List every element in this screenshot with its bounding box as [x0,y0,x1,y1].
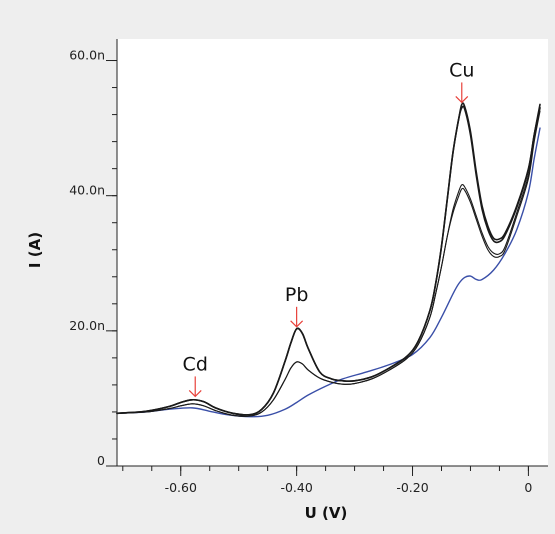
series-group [116,102,541,418]
x-tick-label: -0.60 [165,480,197,495]
series-line-3 [116,105,541,416]
plot-background [117,39,548,466]
y-tick-label: 60.0n [69,48,105,63]
y-tick-label: 20.0n [69,318,105,333]
peak-label-cd: Cd [183,353,208,375]
peak-arrow-head [290,320,304,328]
x-tick-label: -0.40 [280,480,312,495]
y-tick-label: 40.0n [69,183,105,198]
x-axis-title: U (V) [305,504,348,522]
peak-label-pb: Pb [285,284,309,306]
y-tick-label: 0 [97,453,105,468]
peak-arrow-head [188,389,202,398]
peak-arrow-head [455,96,469,104]
series-line-5 [116,110,541,417]
y-axis-title: I (A) [26,232,44,268]
x-tick-label: -0.20 [396,480,428,495]
x-tick-label: 0 [524,480,532,495]
annotations: Cd Pb Cu [183,59,474,398]
axes: 0 20.0n 40.0n 60.0n -0.60 -0.40 -0.20 0 [69,39,548,495]
peak-label-cu: Cu [449,59,474,81]
